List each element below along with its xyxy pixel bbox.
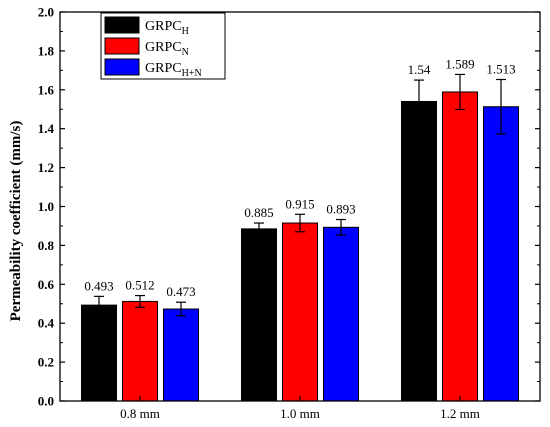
data-label: 0.893 [326,202,355,217]
y-tick-label: 0.6 [38,277,55,292]
y-tick-label: 1.6 [38,82,55,97]
legend-label: GRPCN [145,40,189,58]
y-tick-label: 1.2 [38,160,54,175]
y-tick-label: 0.2 [38,355,54,370]
y-tick-label: 0.8 [38,238,55,253]
x-tick-label: 1.2 mm [440,406,480,421]
legend-swatch [104,16,140,34]
y-tick-label: 1.0 [38,199,54,214]
legend-swatch [104,37,140,55]
x-tick-label: 1.0 mm [280,406,320,421]
bar [241,228,277,402]
data-label: 0.915 [285,196,314,211]
data-label: 0.473 [166,284,195,299]
y-tick-label: 2.0 [38,5,54,20]
bar [282,222,318,402]
bar [81,304,117,402]
data-label: 0.885 [244,205,273,220]
bar [163,308,199,402]
y-tick-label: 0.0 [38,394,54,409]
legend-label: GRPCH [145,19,189,37]
bar [323,226,359,402]
bar [122,300,158,402]
data-label: 1.589 [445,56,474,71]
data-label: 1.513 [486,61,515,76]
bar [483,106,519,402]
x-tick-label: 0.8 mm [120,406,160,421]
y-tick-label: 1.8 [38,43,55,58]
y-axis-label: Permeability coefficient (mm/s) [8,121,24,322]
legend-swatch [104,58,140,76]
bar [401,100,437,402]
bar [442,91,478,402]
y-tick-label: 1.4 [38,121,55,136]
legend-label: GRPCH+N [145,61,202,79]
data-label: 0.493 [84,278,113,293]
data-label: 0.512 [125,278,154,293]
data-label: 1.54 [408,62,431,77]
y-tick-label: 0.4 [38,316,55,331]
